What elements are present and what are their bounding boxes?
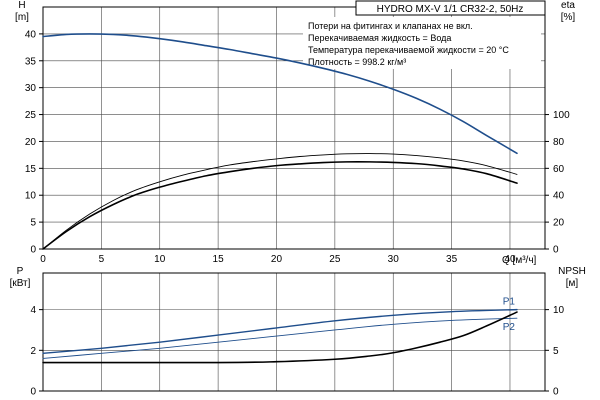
bottom-axis-ticks: 0 2 4 0 5 10: [30, 305, 564, 397]
title-box: [355, 0, 546, 16]
y-right-tick-label: 0: [553, 245, 559, 256]
x-tick-label: 40: [504, 254, 516, 265]
p2-series-line-1: [42, 317, 518, 359]
x-tick-label: 20: [271, 254, 283, 265]
y-axis-label-head: H: [18, 0, 25, 11]
y-left-tick-label: 15: [25, 164, 37, 175]
top-axis-ticks: 0 5 10 15 20 25 30 35 40 0 5 10 15 20 25 30 35 40 0 20 40 60 8…: [25, 29, 570, 265]
y-axis-label-npsh: NPSH: [558, 266, 586, 277]
x-axis-label-flow: Q [м³/ч]: [502, 255, 537, 266]
y-axis-label-power: P: [17, 266, 24, 277]
y-left-tick-label: 40: [25, 29, 37, 40]
y-left-tick-label: 2: [30, 346, 36, 357]
y-left-tick-label: 10: [25, 191, 37, 202]
note-density: Плотность = 998.2 кг/м³: [308, 57, 406, 67]
chart-title: HYDRO MX-V 1/1 CR32-2, 50Hz: [377, 4, 524, 15]
y-right-tick-label: 0: [553, 387, 559, 398]
y-left-tick-label: 20: [25, 137, 37, 148]
x-tick-label: 25: [329, 254, 341, 265]
y-left-tick-label: 0: [30, 245, 36, 256]
y-right-tick-label: 100: [553, 110, 570, 121]
y-left-tick-label: 30: [25, 83, 37, 94]
y-axis-unit-power: [кВт]: [10, 278, 31, 289]
y-axis-unit-eta: [%]: [561, 12, 576, 23]
x-tick-label: 30: [388, 254, 400, 265]
y-axis-label-eta: eta: [561, 0, 575, 11]
series-line-2: [42, 153, 518, 250]
y-right-tick-label: 20: [553, 218, 565, 229]
series-line-1: [42, 161, 518, 250]
series-line-2: [42, 311, 518, 364]
y-left-tick-label: 4: [30, 305, 36, 316]
series-line-0: [42, 33, 518, 155]
y-right-tick-label: 40: [553, 191, 565, 202]
note-temperature: Температура перекачиваемой жидкости = 20…: [308, 45, 509, 55]
notes-box: [303, 17, 541, 69]
head-efficiency-panel: HYDRO MX-V 1/1 CR32-2, 50Hz Потери на фи…: [15, 0, 575, 266]
p1-series-line-0: [42, 308, 518, 355]
y-left-tick-label: 5: [30, 218, 36, 229]
series-label-p1: P1: [503, 297, 516, 308]
x-tick-label: 35: [446, 254, 458, 265]
x-tick-label: 0: [40, 254, 46, 265]
x-tick-label: 5: [99, 254, 105, 265]
bottom-grid: [43, 273, 545, 391]
series-label-p2: P2: [503, 322, 516, 333]
y-right-tick-label: 5: [553, 346, 559, 357]
y-left-tick-label: 35: [25, 56, 37, 67]
y-right-tick-label: 80: [553, 137, 565, 148]
y-right-tick-label: 10: [553, 305, 565, 316]
note-liquid: Перекачиваемая жидкость = Вода: [308, 33, 451, 43]
bottom-plot-frame: [42, 272, 546, 392]
y-axis-unit-head: [m]: [15, 12, 29, 23]
y-left-tick-label: 25: [25, 110, 37, 121]
bottom-series: P1 P2: [42, 297, 518, 364]
power-npsh-panel: P [кВт] NPSH [м] 0 2 4 0 5 10 P1 P2: [10, 266, 586, 398]
x-tick-label: 15: [213, 254, 225, 265]
y-axis-unit-npsh: [м]: [566, 278, 579, 289]
x-tick-label: 10: [154, 254, 166, 265]
note-fittings: Потери на фитингах и клапанах не вкл.: [308, 21, 473, 31]
y-left-tick-label: 0: [30, 387, 36, 398]
top-series: [42, 33, 518, 250]
y-right-tick-label: 60: [553, 164, 565, 175]
top-plot-frame: [42, 6, 546, 250]
